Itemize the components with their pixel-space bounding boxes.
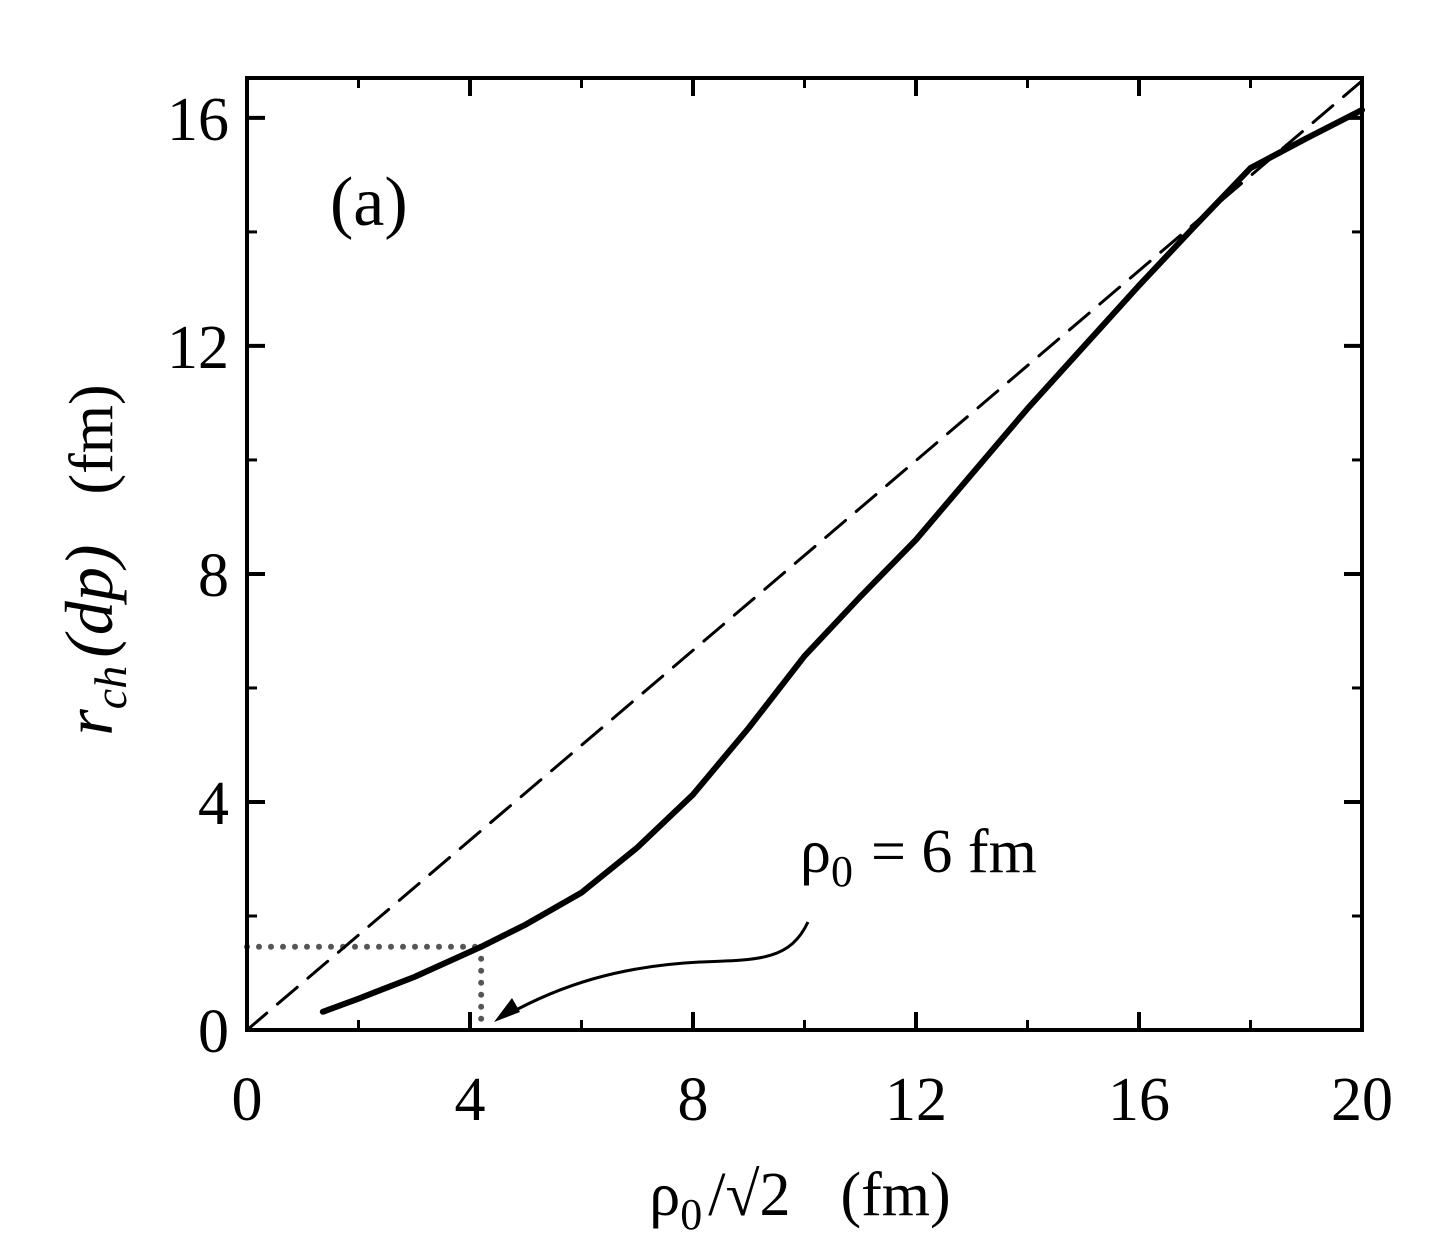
x-tick-label: 16 <box>1108 1066 1170 1134</box>
y-tick-label: 8 <box>198 542 229 610</box>
y-axis-label: rch (dp) (fm) <box>51 384 136 735</box>
annotation: ρ0 = 6 fm <box>800 818 1037 896</box>
series-line <box>319 106 1365 1015</box>
x-label-unit: (fm) <box>841 1161 951 1229</box>
plot-frame <box>245 76 1364 1032</box>
x-tick-label: 4 <box>455 1066 486 1134</box>
panel-label: (a) <box>330 164 408 241</box>
y-tick-label: 0 <box>198 998 229 1066</box>
x-tick-label: 0 <box>232 1066 263 1134</box>
x-axis-label: ρ0/√2 (fm) <box>649 1161 950 1239</box>
y-label-symbol: r <box>51 709 127 736</box>
annotation-symbol: ρ <box>800 818 831 886</box>
y-tick-label: 16 <box>167 86 229 154</box>
x-label-rest: /√2 <box>708 1161 790 1229</box>
annotation-rest: = 6 fm <box>871 818 1037 886</box>
annotation-arrowhead <box>494 998 520 1022</box>
x-label-sub: 0 <box>680 1190 702 1239</box>
y-label-unit: (fm) <box>58 384 126 494</box>
y-tick-label: 4 <box>198 770 229 838</box>
y-label-rest: (dp) <box>51 544 127 657</box>
x-tick-label: 20 <box>1331 1066 1393 1134</box>
annotation-arrow <box>504 921 810 1018</box>
series-line <box>245 79 1364 1032</box>
plot-area: 0 4 8 12 16 20 0 4 8 12 16 <box>167 76 1393 1134</box>
x-tick-label: 12 <box>885 1066 947 1134</box>
annotation-sub: 0 <box>831 847 853 896</box>
x-label-symbol: ρ <box>649 1161 680 1229</box>
y-tick-label: 12 <box>167 314 229 382</box>
y-label-sub: ch <box>85 666 136 709</box>
x-tick-label: 8 <box>678 1066 709 1134</box>
